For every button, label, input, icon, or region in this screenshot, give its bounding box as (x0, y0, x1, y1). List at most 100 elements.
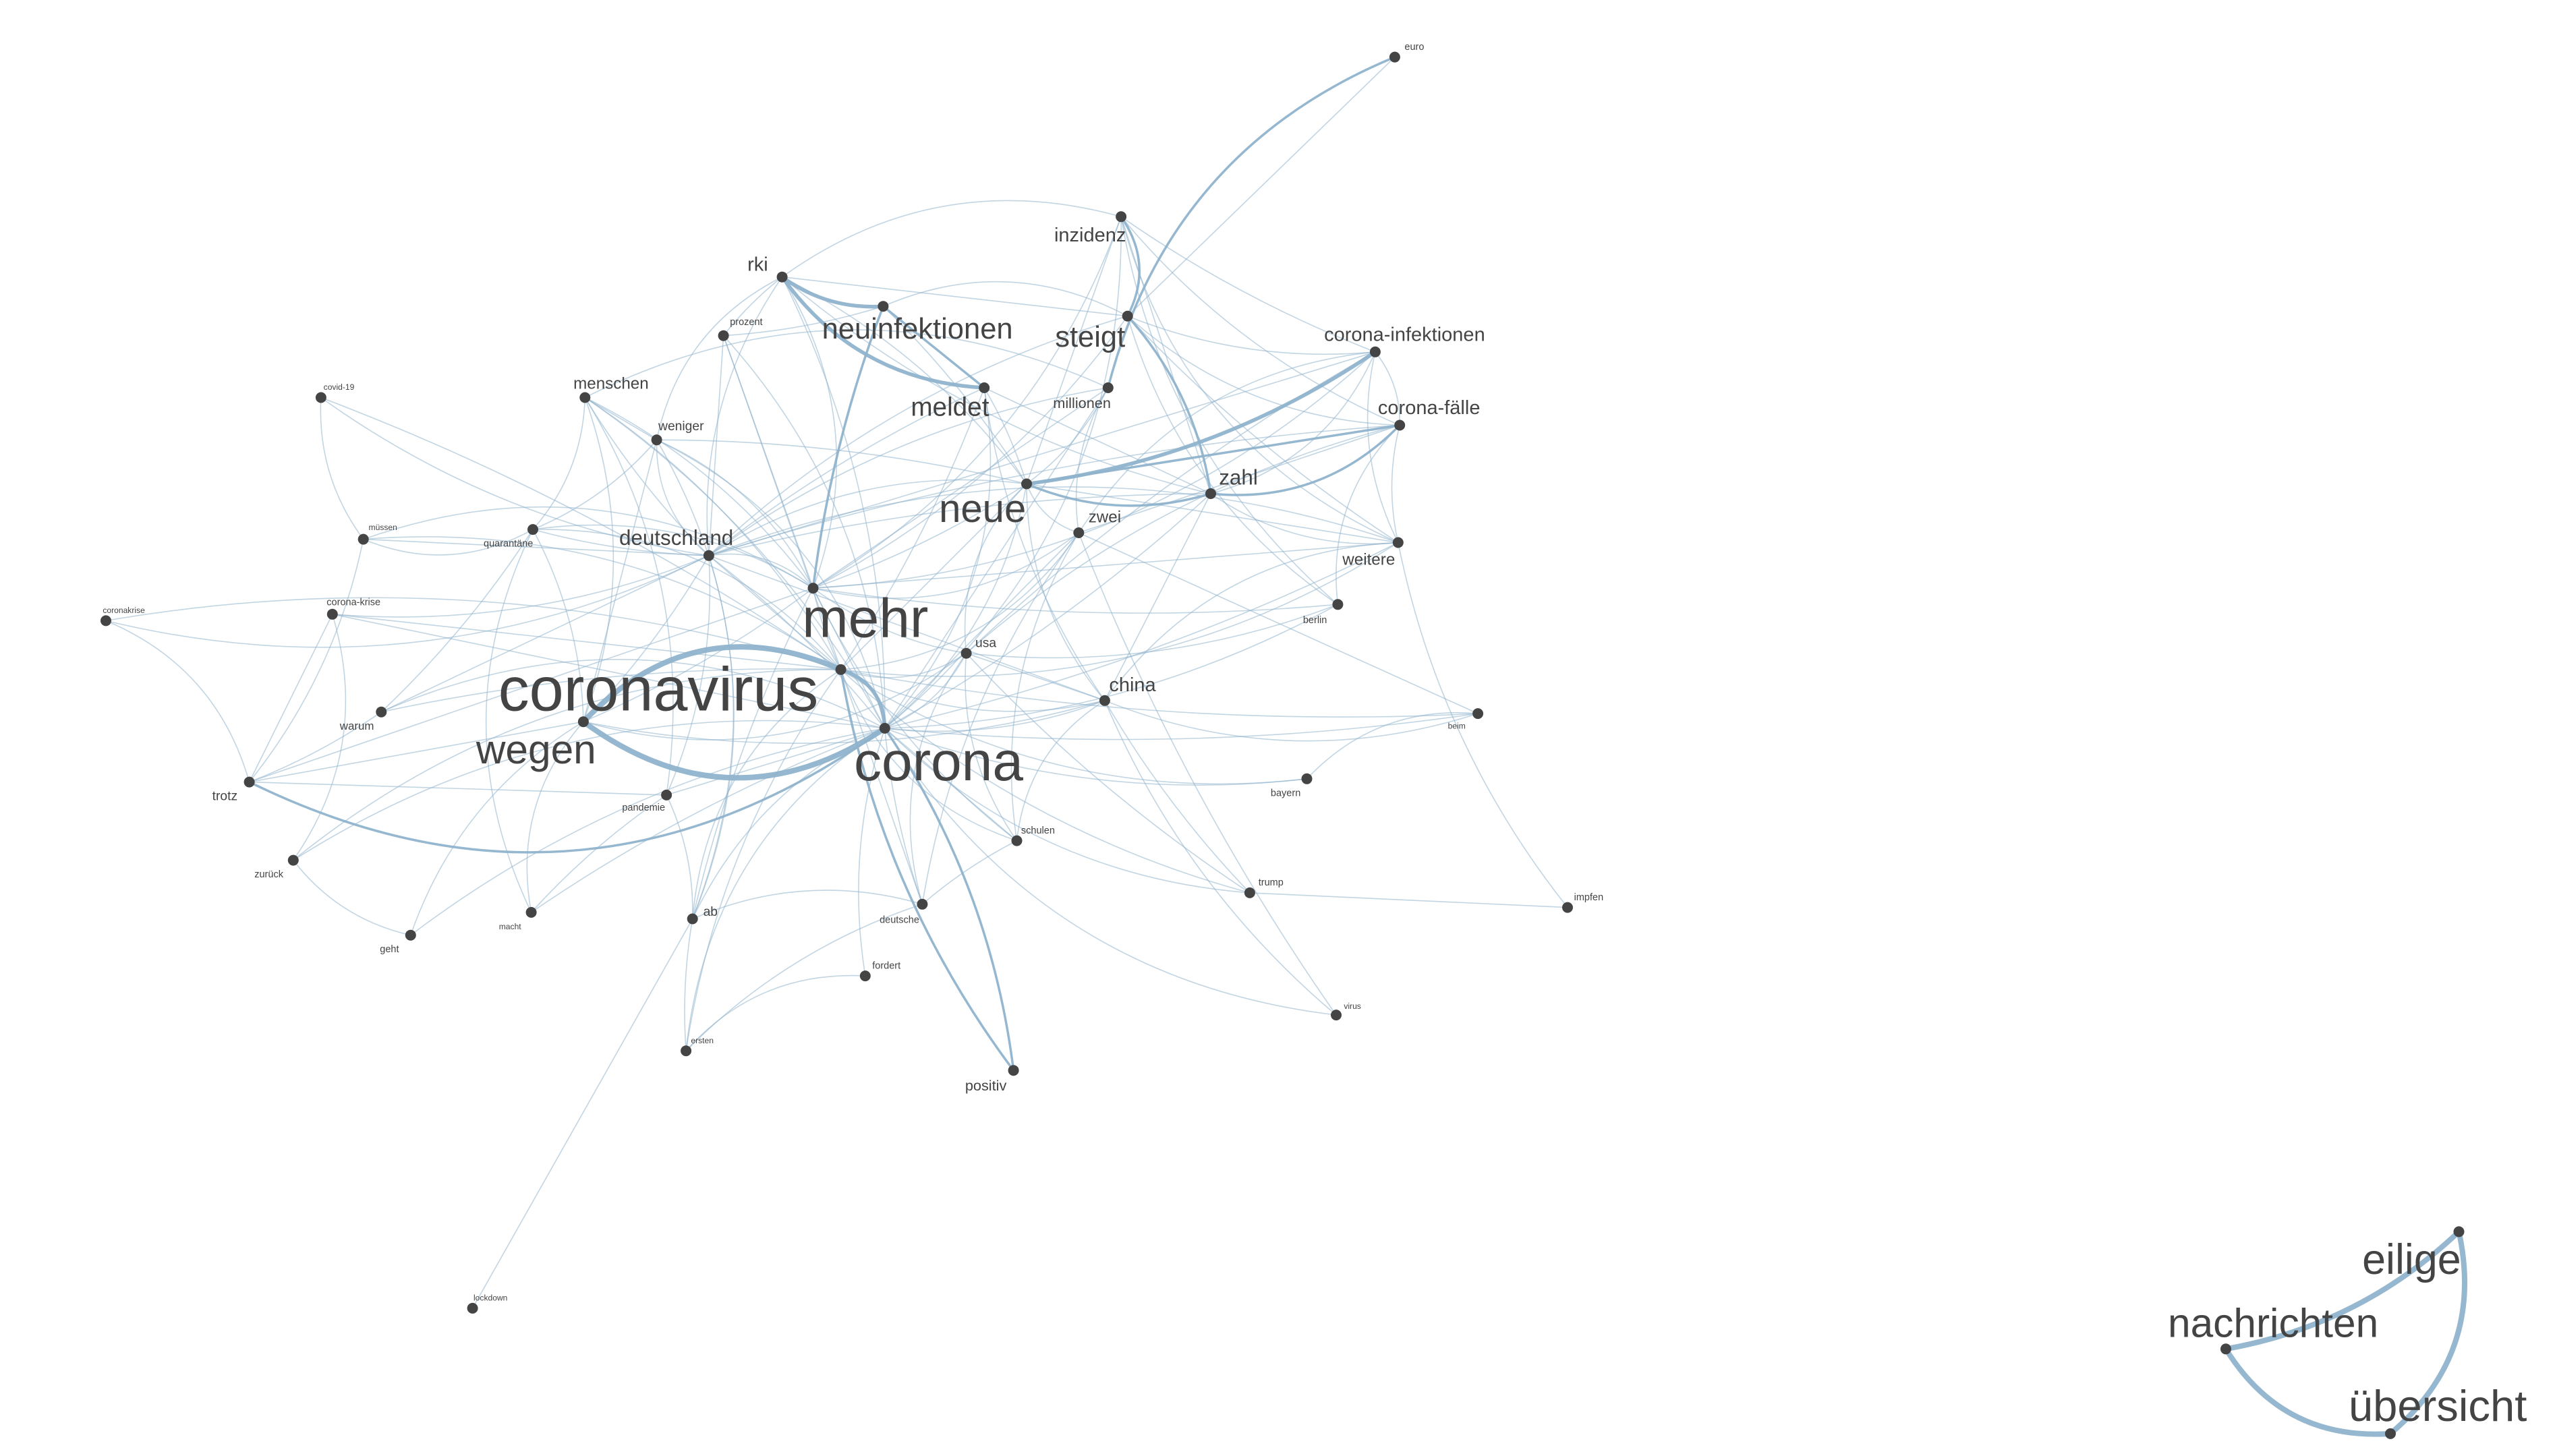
node-label: coronakrise (103, 606, 145, 615)
node-virus[interactable]: virus (1331, 1001, 1361, 1021)
edge-corona-inzidenz (884, 216, 1122, 729)
node-eilige[interactable]: eilige (2362, 1226, 2465, 1283)
node-corona-krise[interactable]: corona-krise (326, 598, 380, 620)
node-dot (776, 271, 788, 283)
edge-wegen-deutschland (583, 555, 710, 722)
edge-mussen-deutschland (362, 538, 710, 556)
edge-coronavirus-schulen (840, 669, 1018, 842)
node-warum[interactable]: warum (339, 706, 387, 732)
edge-meldet-china (983, 387, 1106, 701)
network-nodes: euro inzidenz rki neuinfektionen steigt coron… (101, 42, 2527, 1439)
edge-eilige-nachrichten (2223, 1229, 2462, 1352)
node-coronakrise[interactable]: coronakrise (101, 606, 145, 627)
node-usa[interactable]: usa (960, 636, 997, 659)
node-fordert[interactable]: fordert (859, 960, 900, 982)
edge-corona-ersten (685, 728, 886, 1051)
node-corona-infektionen[interactable]: corona-infektionen (1324, 324, 1485, 357)
node-dot (1369, 346, 1381, 357)
edge-neue-weniger (656, 439, 1027, 485)
node-neue[interactable]: neue (939, 478, 1032, 531)
node-prozent[interactable]: prozent (718, 317, 763, 341)
edge-covid-19-mussen (320, 397, 364, 540)
edge-corona-falle-deutschland (708, 424, 1400, 556)
node-weniger[interactable]: weniger (651, 419, 705, 446)
edge-neue-neuinfektionen (882, 305, 1027, 485)
node-macht[interactable]: macht (499, 906, 537, 931)
node-bayern[interactable]: bayern (1271, 773, 1313, 799)
edge-coronavirus-zwei (840, 532, 1080, 670)
edge-deutsche-ersten (685, 904, 923, 1051)
node-menschen[interactable]: menschen (573, 374, 649, 403)
node-mehr[interactable]: mehr (802, 583, 928, 649)
node-schulen[interactable]: schulen (1011, 825, 1055, 846)
node-mussen[interactable]: müssen (357, 523, 397, 545)
edge-zuruck-corona-krise (293, 614, 347, 861)
node-label: neuinfektionen (822, 313, 1013, 345)
edge-mehr-inzidenz (812, 216, 1122, 589)
node-label: wegen (476, 726, 596, 772)
node-ubersicht[interactable]: übersicht (2349, 1381, 2527, 1439)
node-label: corona-fälle (1378, 397, 1481, 419)
node-dot (243, 776, 255, 788)
node-label: lockdown (473, 1293, 507, 1303)
node-china[interactable]: china (1099, 674, 1157, 706)
edge-prozent-neuinfektionen (722, 305, 884, 337)
edge-weitere-deutschland (708, 486, 1399, 556)
node-coronavirus[interactable]: coronavirus (498, 655, 846, 724)
node-ersten[interactable]: ersten (681, 1036, 714, 1057)
node-quarantane[interactable]: quarantäne (484, 524, 538, 550)
node-covid-19[interactable]: covid-19 (315, 382, 355, 403)
node-deutsche[interactable]: deutsche (880, 898, 928, 926)
edge-rki-neuinfektionen (780, 274, 886, 309)
edge-wegen-weniger (583, 439, 658, 722)
node-dot (376, 706, 387, 718)
node-nachrichten[interactable]: nachrichten (2168, 1300, 2378, 1355)
node-ab[interactable]: ab (687, 905, 718, 925)
node-pandemie[interactable]: pandemie (622, 789, 672, 813)
node-label: weitere (1342, 550, 1395, 569)
node-beim[interactable]: beim (1448, 708, 1484, 731)
edge-meldet-zahl (983, 387, 1211, 494)
node-rki[interactable]: rki (747, 254, 788, 283)
node-euro[interactable]: euro (1389, 42, 1425, 63)
edge-wegen-usa (583, 652, 967, 740)
node-geht[interactable]: geht (380, 929, 416, 956)
node-dot (878, 301, 889, 312)
node-zuruck[interactable]: zurück (254, 854, 299, 881)
edge-millionen-zwei (1075, 387, 1109, 533)
node-label: quarantäne (484, 539, 533, 550)
node-corona[interactable]: corona (854, 722, 1023, 792)
edge-corona-zwei (884, 532, 1080, 729)
node-dot (1392, 537, 1404, 548)
edge-mehr-schulen (812, 587, 1018, 842)
node-trump[interactable]: trump (1244, 877, 1284, 898)
node-label: weniger (658, 419, 704, 434)
node-wegen[interactable]: wegen (476, 716, 596, 772)
node-deutschland[interactable]: deutschland (619, 526, 733, 561)
node-impfen[interactable]: impfen (1562, 892, 1603, 913)
node-zwei[interactable]: zwei (1073, 508, 1121, 538)
node-corona-falle[interactable]: corona-fälle (1378, 397, 1481, 431)
node-dot (2220, 1343, 2231, 1355)
node-millionen[interactable]: millionen (1053, 382, 1114, 411)
node-trotz[interactable]: trotz (212, 776, 255, 804)
node-dot (2453, 1226, 2465, 1237)
edge-millionen-deutschland (708, 387, 1109, 556)
edge-wegen-menschen (583, 397, 614, 722)
node-weitere[interactable]: weitere (1342, 537, 1404, 569)
network-edges (105, 55, 2467, 1437)
node-neuinfektionen[interactable]: neuinfektionen (822, 301, 1013, 345)
node-zahl[interactable]: zahl (1205, 466, 1258, 499)
node-label: nachrichten (2168, 1300, 2378, 1345)
node-dot (835, 664, 846, 675)
node-positiv[interactable]: positiv (965, 1065, 1019, 1094)
node-berlin[interactable]: berlin (1303, 599, 1344, 626)
node-inzidenz[interactable]: inzidenz (1054, 211, 1127, 246)
node-dot (960, 647, 972, 659)
edge-inzidenz-zahl (1120, 216, 1211, 494)
edge-coronavirus-menschen (584, 397, 842, 670)
node-steigt[interactable]: steigt (1055, 310, 1133, 353)
node-meldet[interactable]: meldet (911, 382, 990, 422)
edge-coronavirus-china (840, 669, 1106, 712)
node-lockdown[interactable]: lockdown (467, 1293, 508, 1314)
